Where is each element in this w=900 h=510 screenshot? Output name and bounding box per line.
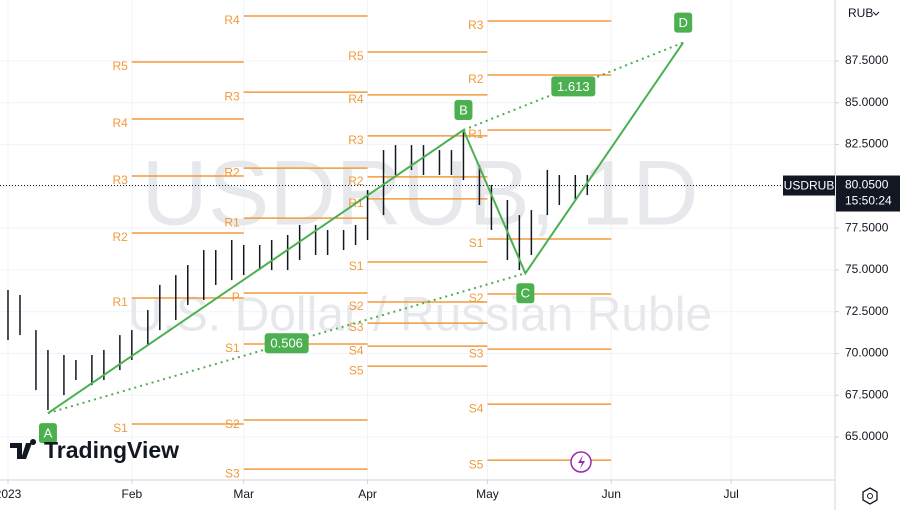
pivot-label: S2 xyxy=(349,299,364,313)
point-box xyxy=(38,423,57,444)
x-tick-label: Jul xyxy=(723,487,738,501)
settings-hex xyxy=(862,487,878,505)
pivot-label: R5 xyxy=(112,59,128,73)
pivot-label: R2 xyxy=(348,174,364,188)
point-label: A xyxy=(44,426,53,441)
currency-selector[interactable]: RUB xyxy=(848,6,873,20)
point-label: D xyxy=(678,15,687,30)
y-tick-label: 67.5000 xyxy=(845,387,889,401)
y-tick-label: 70.0000 xyxy=(845,346,889,360)
watermark-description: U.S. Dollar / Russian Ruble xyxy=(128,289,712,342)
pivot-label: R2 xyxy=(224,165,240,179)
pivot-label: R3 xyxy=(348,133,364,147)
point-label: C xyxy=(521,286,530,301)
x-tick-label: 2023 xyxy=(0,487,22,501)
x-tick-label: Apr xyxy=(358,487,377,501)
pivot-label: R2 xyxy=(112,230,128,244)
y-tick-label: 65.0000 xyxy=(845,429,889,443)
pivot-label: R4 xyxy=(224,13,240,27)
ratio-label: 0.506 xyxy=(270,336,303,351)
price-badge-label: 80.0500 xyxy=(845,178,889,192)
settings-dot xyxy=(867,493,873,499)
pivot-label: R4 xyxy=(112,116,128,130)
pivot-label: R3 xyxy=(112,173,128,187)
pivot-label: R1 xyxy=(224,215,240,229)
pivot-label: S4 xyxy=(469,401,484,415)
point-box xyxy=(454,100,473,121)
logo-mark xyxy=(10,439,37,459)
pivot-label: S2 xyxy=(469,291,484,305)
point-box xyxy=(674,12,693,33)
pattern-ratio-line xyxy=(47,272,526,415)
y-tick-label: 85.0000 xyxy=(845,95,889,109)
pivot-label: R3 xyxy=(224,89,240,103)
countdown: 15:50:24 xyxy=(845,194,892,208)
brand-logo xyxy=(10,439,37,459)
lightning xyxy=(578,455,585,469)
ratio-box xyxy=(264,333,309,354)
pivot-label: S1 xyxy=(469,236,484,250)
y-tick-label: 75.0000 xyxy=(845,262,889,276)
pivot-label: R2 xyxy=(468,72,484,86)
y-tick-label: 77.5000 xyxy=(845,220,889,234)
x-tick-label: Feb xyxy=(121,487,142,501)
pivot-label: R1 xyxy=(112,295,128,309)
pivot-label: S1 xyxy=(349,259,364,273)
y-tick-label: 72.5000 xyxy=(845,304,889,318)
plot: R5 R4 R3 R2 R1 S1 R4 R3 R2 R1 P S1 S2 S3 R5 R4 R3 R2 R1 S1 S… xyxy=(0,12,835,480)
y-tick-label: 82.5000 xyxy=(845,137,889,151)
pivot-label: R4 xyxy=(348,92,364,106)
pivot-label: S5 xyxy=(349,363,364,377)
pivot-label: R5 xyxy=(348,49,364,63)
pivot-label: R1 xyxy=(468,127,484,141)
pivot-label: R3 xyxy=(468,18,484,32)
settings-icon[interactable] xyxy=(862,487,878,505)
pivot-label: S1 xyxy=(225,341,240,355)
y-tick-label: 87.5000 xyxy=(845,53,889,67)
pivot-label: S5 xyxy=(469,457,484,471)
ratio-label: 1.613 xyxy=(557,79,590,94)
pivot-label: S2 xyxy=(225,417,240,431)
pivot-label: S3 xyxy=(349,320,364,334)
x-tick-label: Mar xyxy=(233,487,254,501)
pattern-line xyxy=(47,42,685,414)
brand: TradingView xyxy=(44,437,179,463)
point-box xyxy=(516,283,535,304)
symbol-badge-label: USDRUB xyxy=(784,179,835,193)
pivot-label: S3 xyxy=(225,466,240,480)
pivot-label: S1 xyxy=(113,421,128,435)
pivot-label: S3 xyxy=(469,346,484,360)
ratio-box xyxy=(551,76,596,97)
x-tick-label: Jun xyxy=(602,487,621,501)
currency-chevron xyxy=(872,11,880,16)
point-label: B xyxy=(459,102,468,117)
pivot-label: S4 xyxy=(349,343,364,357)
symbol-badge xyxy=(783,175,835,196)
price-badge xyxy=(836,175,900,212)
x-tick-label: May xyxy=(476,487,499,501)
pivot-label: P xyxy=(232,290,240,304)
